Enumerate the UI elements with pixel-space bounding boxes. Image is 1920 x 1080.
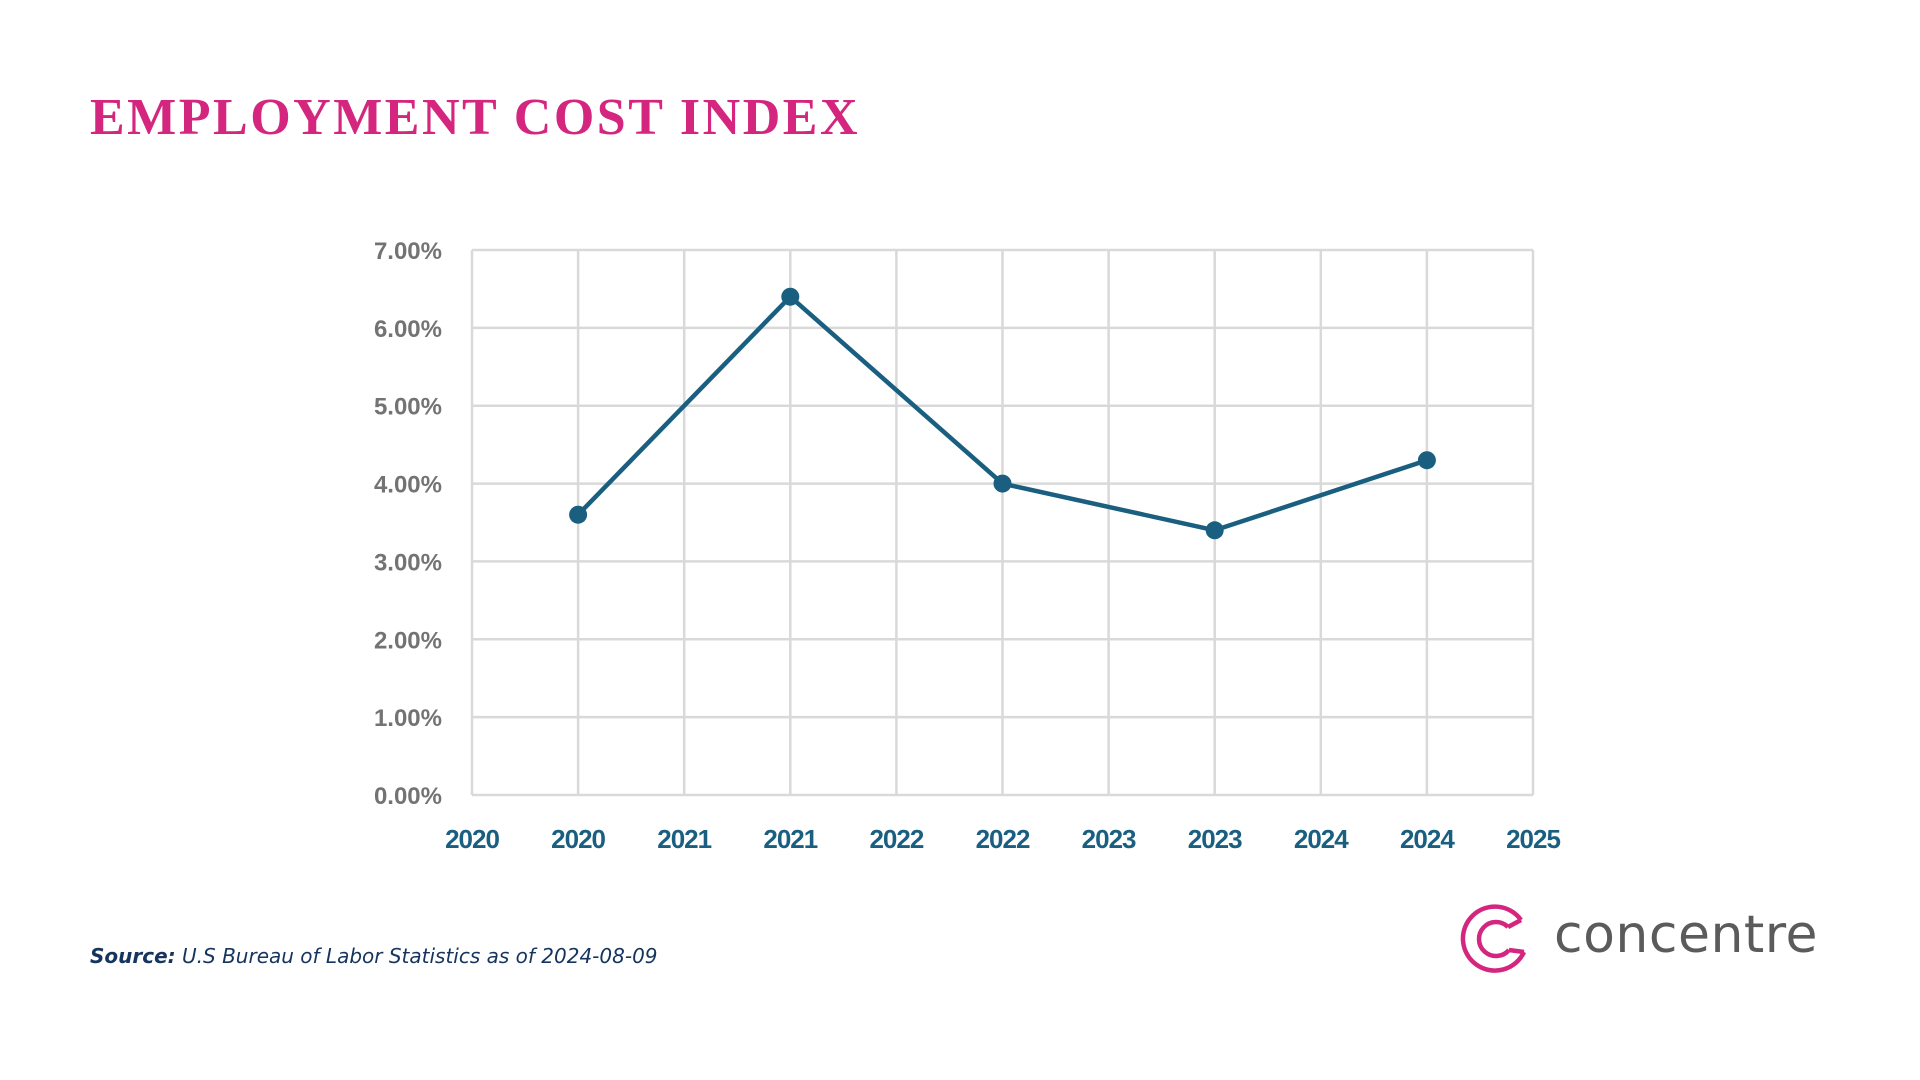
y-tick-label: 7.00% [374, 238, 442, 265]
data-point [1417, 451, 1436, 470]
y-tick-label: 4.00% [374, 472, 442, 499]
brand-logo: concentre [1458, 900, 1818, 976]
x-tick-label: 2021 [657, 824, 711, 854]
chart-grid [470, 248, 1535, 797]
y-tick-label: 5.00% [374, 394, 442, 421]
y-tick-label: 2.00% [374, 627, 442, 654]
x-tick-label: 2024 [1400, 824, 1455, 854]
data-point [1205, 521, 1224, 540]
x-tick-label: 2025 [1506, 824, 1560, 854]
data-point [569, 505, 588, 524]
series-layer [569, 287, 1436, 540]
x-tick-label: 2021 [763, 824, 817, 854]
concentric-c-icon [1460, 904, 1527, 973]
x-tick-label: 2022 [869, 824, 923, 854]
x-tick-label: 2020 [445, 824, 499, 854]
y-tick-label: 6.00% [374, 316, 442, 343]
y-tick-label: 1.00% [374, 705, 442, 732]
x-axis-labels: 2020 2020 2021 2021 2022 2022 2023 2023 2024 2024… [445, 824, 1561, 854]
source-note: Source: U.S Bureau of Labor Statistics a… [90, 944, 658, 968]
x-tick-label: 2023 [1082, 824, 1136, 854]
y-tick-label: 3.00% [374, 549, 442, 576]
source-label: Source: [90, 944, 176, 968]
source-text: U.S Bureau of Labor Statistics as of 202… [175, 944, 658, 968]
x-tick-label: 2022 [976, 824, 1030, 854]
x-tick-label: 2020 [551, 824, 605, 854]
brand-name: concentre [1554, 905, 1819, 965]
x-tick-label: 2024 [1294, 824, 1349, 854]
y-tick-label: 0.00% [374, 783, 442, 810]
x-tick-label: 2023 [1188, 824, 1242, 854]
data-point [781, 287, 800, 306]
page-title: EMPLOYMENT COST INDEX [90, 89, 861, 146]
data-point [993, 474, 1012, 493]
y-axis-labels: 0.00% 1.00% 2.00% 3.00% 4.00% 5.00% 6.00% 7.00% [374, 238, 442, 810]
